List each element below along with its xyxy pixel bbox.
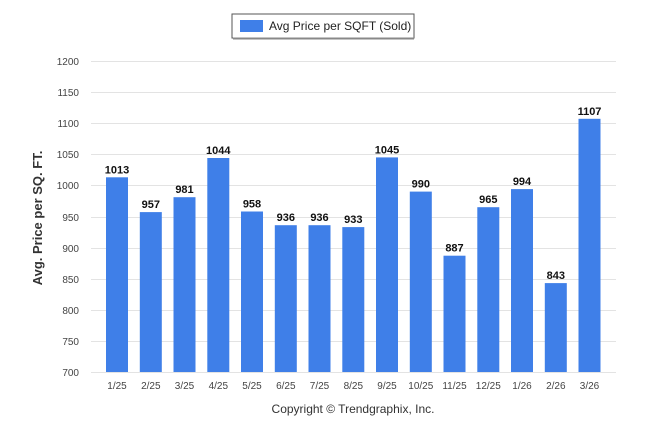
bar[interactable]	[139, 212, 162, 372]
x-tick-label: 7/25	[310, 381, 330, 392]
y-tick-label: 850	[62, 275, 79, 286]
x-tick-label: 8/25	[344, 381, 364, 392]
data-label: 1045	[375, 144, 399, 156]
x-tick-label: 1/25	[107, 381, 127, 392]
data-label: 1044	[206, 145, 231, 157]
bar[interactable]	[173, 197, 196, 372]
bars	[106, 118, 601, 373]
bar[interactable]	[376, 157, 398, 372]
data-label: 936	[277, 212, 295, 224]
data-label: 981	[175, 184, 193, 196]
data-label: 994	[513, 176, 532, 188]
y-tick-label: 900	[62, 244, 79, 255]
bar[interactable]	[106, 177, 128, 372]
data-label: 990	[412, 179, 430, 191]
y-tick-label: 800	[62, 306, 79, 317]
x-tick-label: 10/25	[408, 381, 433, 392]
y-tick-label: 1100	[57, 119, 79, 130]
y-tick-label: 1200	[57, 57, 80, 68]
x-axis-ticks: 1/25 2/25 3/25 4/25 5/25 6/25 7/25 8/25 9/25 10/2…	[107, 381, 599, 392]
y-tick-label: 950	[62, 213, 79, 224]
data-label: 1107	[578, 106, 602, 118]
y-tick-label: 1050	[57, 150, 80, 161]
data-label: 936	[310, 212, 328, 224]
bar[interactable]	[578, 118, 601, 372]
y-tick-label: 750	[62, 337, 79, 348]
y-tick-label: 1150	[57, 88, 79, 99]
data-label: 887	[445, 243, 463, 255]
bar[interactable]	[207, 158, 230, 372]
y-tick-label: 1000	[57, 181, 80, 192]
data-label: 933	[344, 214, 362, 226]
x-tick-label: 1/26	[512, 381, 532, 392]
y-axis-title: Avg. Price per SQ. FT.	[30, 151, 45, 286]
copyright-credit: Copyright © Trendgraphix, Inc.	[272, 402, 435, 416]
x-tick-label: 11/25	[442, 381, 467, 392]
bar[interactable]	[443, 255, 466, 372]
data-label: 958	[243, 199, 261, 211]
data-label: 957	[142, 199, 160, 211]
bar[interactable]	[274, 225, 297, 372]
x-tick-label: 9/25	[377, 381, 397, 392]
data-label: 965	[479, 194, 497, 206]
x-tick-label: 2/26	[546, 381, 566, 392]
x-tick-label: 3/25	[175, 381, 195, 392]
x-tick-label: 4/25	[209, 381, 229, 392]
bar[interactable]	[544, 283, 567, 372]
legend-swatch	[240, 20, 263, 32]
x-tick-label: 6/25	[276, 381, 296, 392]
legend[interactable]: Avg Price per SQFT (Sold)	[231, 13, 415, 40]
legend-label: Avg Price per SQFT (Sold)	[269, 19, 411, 33]
data-labels: 1013 957 981 1044 958 936 936 933 1045 990 887 965 9…	[105, 106, 602, 282]
bar[interactable]	[342, 227, 365, 372]
y-axis-ticks: 700 750 800 850 900 950 1000 1050 1100 1150 1200	[57, 57, 80, 379]
bar[interactable]	[241, 211, 263, 373]
data-label: 843	[547, 270, 565, 282]
x-tick-label: 5/25	[242, 381, 262, 392]
data-label: 1013	[105, 164, 129, 176]
bar[interactable]	[409, 191, 432, 372]
y-tick-label: 700	[62, 368, 79, 379]
x-tick-label: 12/25	[476, 381, 501, 392]
bar[interactable]	[308, 225, 331, 372]
x-tick-label: 2/25	[141, 381, 161, 392]
x-tick-label: 3/26	[580, 381, 600, 392]
bar[interactable]	[477, 207, 500, 372]
bar[interactable]	[511, 189, 533, 372]
